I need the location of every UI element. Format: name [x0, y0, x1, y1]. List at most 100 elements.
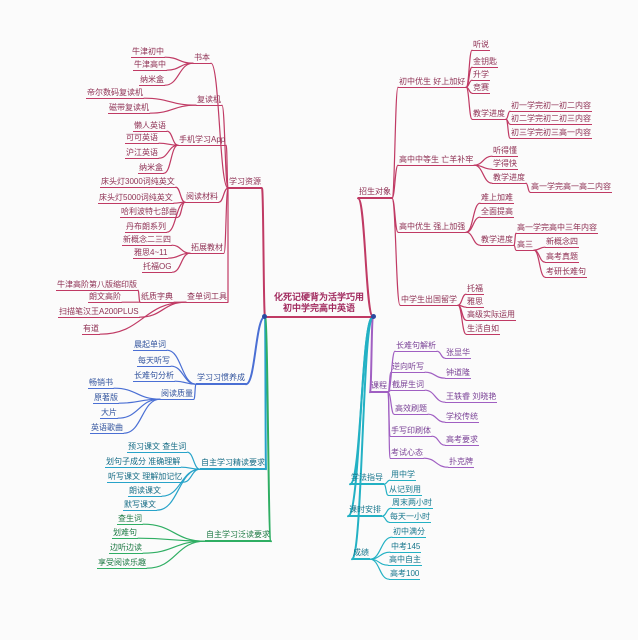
mindmap-node[interactable]: 纳米盒 — [138, 163, 164, 175]
mindmap-node[interactable]: 享受阅读乐趣 — [97, 558, 147, 570]
mindmap-node[interactable]: 周末两小时 — [391, 498, 433, 510]
mindmap-node[interactable]: 朗读课文 — [128, 486, 162, 498]
mindmap-node[interactable]: 晨起单词 — [133, 340, 167, 352]
mindmap-node[interactable]: 帝尔数码复读机 — [86, 88, 144, 100]
mindmap-node[interactable]: 高考要求 — [445, 435, 479, 447]
mindmap-node[interactable]: 听得懂 — [492, 146, 518, 158]
mindmap-node[interactable]: 手写印刷体 — [390, 426, 432, 438]
mindmap-node[interactable]: 丹布朗系列 — [125, 222, 167, 234]
mindmap-node[interactable]: 用中学 — [390, 470, 416, 482]
mindmap-node[interactable]: 原著版 — [93, 393, 119, 405]
mindmap-node[interactable]: 每天一小时 — [389, 512, 431, 524]
mindmap-node[interactable]: 床头灯3000词纯英文 — [100, 177, 176, 189]
branch-enrollment-targets[interactable]: 招生对象 — [358, 187, 392, 200]
mindmap-node[interactable]: 雅思 — [466, 297, 484, 309]
mindmap-node[interactable]: 划句子成分 准确理解 — [105, 457, 182, 469]
mindmap-node[interactable]: 学校传统 — [445, 412, 479, 424]
mindmap-node[interactable]: 高一学完高一高二内容 — [530, 182, 612, 194]
node-paper-dictionary[interactable]: 纸质字典 — [140, 292, 174, 304]
mindmap-node[interactable]: 新概念二三四 — [122, 235, 172, 247]
mindmap-node[interactable]: 难上加难 — [480, 193, 514, 205]
mindmap-node[interactable]: 畅销书 — [88, 378, 114, 390]
mindmap-node[interactable]: 高考100 — [389, 569, 421, 581]
branch-learning-resources[interactable]: 学习资源 — [228, 177, 262, 190]
mindmap-node[interactable]: 张显华 — [445, 348, 471, 360]
node-senior-average-students[interactable]: 高中中等生 亡羊补牢 — [398, 155, 475, 167]
node-books[interactable]: 书本 — [193, 53, 211, 65]
mindmap-node[interactable]: 预习课文 查生词 — [127, 442, 188, 454]
mindmap-node[interactable]: 沪江英语 — [125, 148, 159, 160]
mindmap-node[interactable]: 生活自如 — [466, 324, 500, 336]
mindmap-node[interactable]: 学得快 — [492, 159, 518, 171]
mindmap-node[interactable]: 朗文高阶 — [88, 292, 122, 304]
mindmap-node[interactable]: 托福 — [466, 284, 484, 296]
node-teaching-pace[interactable]: 教学进度 — [492, 173, 526, 185]
mindmap-node[interactable]: 王轶睿 刘晓艳 — [445, 392, 498, 404]
node-learning-apps[interactable]: 手机学习App — [178, 135, 227, 147]
branch-study-habits[interactable]: 学习习惯养成 — [196, 373, 246, 386]
node-senior-top-students[interactable]: 高中优生 强上加强 — [398, 222, 467, 234]
mindmap-node[interactable]: 升学 — [472, 70, 490, 82]
mindmap-node[interactable]: 每天听写 — [137, 356, 171, 368]
mindmap-node[interactable]: 考研长难句 — [545, 267, 587, 279]
mindmap-node[interactable]: 听说 — [472, 40, 490, 52]
mindmap-node[interactable]: 扑克牌 — [448, 457, 474, 469]
mindmap-node[interactable]: 牛津高中 — [133, 60, 167, 72]
mindmap-node[interactable]: 初一学完初一初二内容 — [510, 101, 592, 113]
mindmap-node[interactable]: 有道 — [82, 324, 100, 336]
branch-study-guidance[interactable]: 学法指导 — [350, 473, 384, 486]
branch-extensive-reading[interactable]: 自主学习泛读要求 — [205, 530, 271, 543]
mindmap-node[interactable]: 高级实际运用 — [466, 310, 516, 322]
mindmap-node[interactable]: 高一学完高中三年内容 — [516, 223, 598, 235]
node-reading-quality[interactable]: 阅读质量 — [160, 389, 194, 401]
mindmap-node[interactable]: 高考真题 — [545, 252, 579, 264]
mindmap-node[interactable]: 牛津初中 — [131, 47, 165, 59]
node-dictionary-tools[interactable]: 查单词工具 — [186, 292, 228, 304]
mindmap-node[interactable]: 懒人英语 — [133, 121, 167, 133]
mindmap-node[interactable]: 逆向听写 — [391, 362, 425, 374]
branch-results[interactable]: 成绩 — [352, 548, 370, 561]
mindmap-node[interactable]: 初二学完初二初三内容 — [510, 114, 592, 126]
node-gaosan[interactable]: 高三 — [516, 240, 534, 252]
mindmap-node[interactable]: 高效刷题 — [394, 404, 428, 416]
mindmap-node[interactable]: 牛津高阶第八版缩印版 — [56, 280, 138, 292]
mindmap-node[interactable]: 划难句 — [112, 528, 138, 540]
node-teaching-pace[interactable]: 教学进度 — [480, 235, 514, 247]
mindmap-node[interactable]: 可可英语 — [125, 133, 159, 145]
node-junior-top-students[interactable]: 初中优生 好上加好 — [398, 77, 467, 89]
mindmap-node[interactable]: 考试心态 — [390, 448, 424, 460]
node-reading-materials[interactable]: 阅读材料 — [185, 192, 219, 204]
node-teaching-pace[interactable]: 教学进度 — [472, 109, 506, 121]
mindmap-node[interactable]: 截屏生词 — [391, 380, 425, 392]
mindmap-node[interactable]: 边听边读 — [109, 543, 143, 555]
mindmap-node[interactable]: 纳米盒 — [139, 75, 165, 87]
mindmap-node[interactable]: 默写课文 — [123, 500, 157, 512]
mindmap-node[interactable]: 新概念四 — [545, 237, 579, 249]
mindmap-node[interactable]: 从记到用 — [388, 485, 422, 497]
mindmap-node[interactable]: 初三学完初三高一内容 — [510, 128, 592, 140]
node-center-topic[interactable]: 化死记硬背为活学巧用 初中学完高中英语 — [262, 292, 376, 319]
mindmap-node[interactable]: 床头灯5000词纯英文 — [98, 193, 174, 205]
mindmap-node[interactable]: 扫描笔汉王A200PLUS — [58, 307, 140, 319]
node-repeaters[interactable]: 复读机 — [196, 95, 222, 107]
mindmap-node[interactable]: 雅思4~11 — [133, 248, 169, 260]
mindmap-node[interactable]: 金钥匙 — [472, 57, 498, 69]
mindmap-node[interactable]: 竞赛 — [472, 83, 490, 95]
mindmap-node[interactable]: 中考145 — [390, 542, 422, 554]
mindmap-node[interactable]: 高中自主 — [388, 555, 422, 567]
mindmap-node[interactable]: 全面提高 — [480, 207, 514, 219]
mindmap-node[interactable]: 长难句解析 — [395, 341, 437, 353]
mindmap-node[interactable]: 大片 — [100, 408, 118, 420]
mindmap-node[interactable]: 初中满分 — [392, 527, 426, 539]
mindmap-node[interactable]: 查生词 — [117, 514, 143, 526]
mindmap-node[interactable]: 磁带复读机 — [108, 103, 150, 115]
mindmap-node[interactable]: 英语歌曲 — [90, 423, 124, 435]
node-study-abroad[interactable]: 中学生出国留学 — [400, 295, 458, 307]
mindmap-node[interactable]: 长难句分析 — [133, 371, 175, 383]
branch-schedule[interactable]: 课时安排 — [348, 505, 382, 518]
node-extended-textbooks[interactable]: 拓展教材 — [190, 243, 224, 255]
mindmap-node[interactable]: 钟道隆 — [445, 368, 471, 380]
mindmap-node[interactable]: 托福OG — [142, 262, 173, 274]
branch-intensive-reading[interactable]: 自主学习精读要求 — [200, 458, 266, 471]
mindmap-node[interactable]: 听写课文 理解加记忆 — [107, 472, 184, 484]
